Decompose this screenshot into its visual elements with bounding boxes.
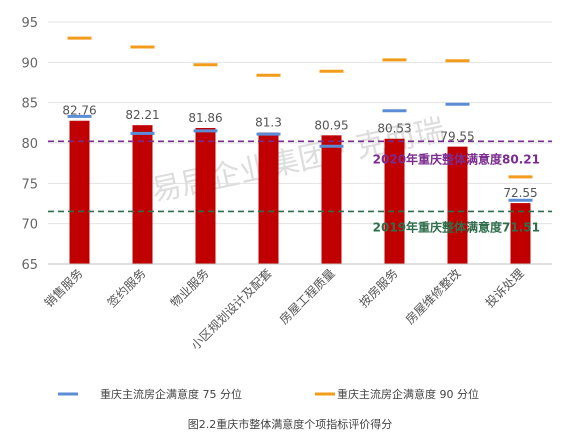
bar <box>321 135 342 264</box>
y-tick-label: 75 <box>21 177 38 192</box>
data-label: 81.86 <box>188 111 222 125</box>
y-tick-label: 65 <box>21 258 38 273</box>
data-label: 82.21 <box>125 108 159 122</box>
bar <box>384 138 405 264</box>
bar <box>510 203 531 264</box>
bar <box>195 127 216 264</box>
bar <box>258 132 279 264</box>
x-tick-label: 物业服务 <box>167 266 212 311</box>
data-label: 80.95 <box>314 118 348 132</box>
data-label: 72.55 <box>503 186 537 200</box>
reference-lines: 2020年重庆整体满意度80.21 2019年重庆整体满意度71.51 <box>48 140 552 234</box>
bars <box>69 120 531 265</box>
legend: 重庆主流房企满意度 75 分位 重庆主流房企满意度 90 分位 <box>58 387 479 401</box>
markers-75th-percentile <box>67 102 533 202</box>
x-tick-label: 房屋工程质量 <box>276 266 338 328</box>
legend-75-label: 重庆主流房企满意度 75 分位 <box>100 387 242 401</box>
y-axis: 65 70 75 80 85 90 95 <box>21 16 38 273</box>
y-tick-label: 85 <box>21 97 38 112</box>
y-tick-label: 90 <box>21 56 38 71</box>
x-tick-label: 按房服务 <box>356 266 401 311</box>
x-tick-label: 房屋维修整改 <box>402 266 464 328</box>
data-label: 79.55 <box>440 130 474 144</box>
data-labels: 82.76 82.21 81.86 81.3 80.95 80.53 79.55 72.55 <box>62 104 537 200</box>
x-tick-label: 签约服务 <box>104 266 149 311</box>
data-label: 81.3 <box>255 116 282 130</box>
x-tick-label: 销售服务 <box>41 266 86 311</box>
figure-caption: 图2.2重庆市整体满意度个项指标评价得分 <box>188 417 393 431</box>
y-tick-label: 70 <box>21 218 38 233</box>
data-label: 82.76 <box>62 104 96 118</box>
y-tick-label: 80 <box>21 137 38 152</box>
reference-line-label: 2019年重庆整体满意度71.51 <box>373 219 540 234</box>
grid <box>48 21 552 265</box>
legend-90-label: 重庆主流房企满意度 90 分位 <box>337 387 479 401</box>
x-tick-label: 投诉处理 <box>482 266 527 311</box>
reference-line-label: 2020年重庆整体满意度80.21 <box>373 151 540 166</box>
bar <box>69 120 90 265</box>
markers-90th-percentile <box>67 36 533 179</box>
bar <box>447 146 468 264</box>
bar <box>132 125 153 264</box>
data-label: 80.53 <box>377 122 411 136</box>
y-tick-label: 95 <box>21 16 38 31</box>
